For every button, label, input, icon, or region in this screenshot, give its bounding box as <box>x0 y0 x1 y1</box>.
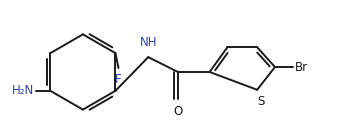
Text: H₂N: H₂N <box>12 84 34 97</box>
Text: NH: NH <box>139 36 157 49</box>
Text: S: S <box>257 95 265 108</box>
Text: Br: Br <box>295 60 308 74</box>
Text: O: O <box>173 105 183 118</box>
Text: F: F <box>115 73 122 86</box>
